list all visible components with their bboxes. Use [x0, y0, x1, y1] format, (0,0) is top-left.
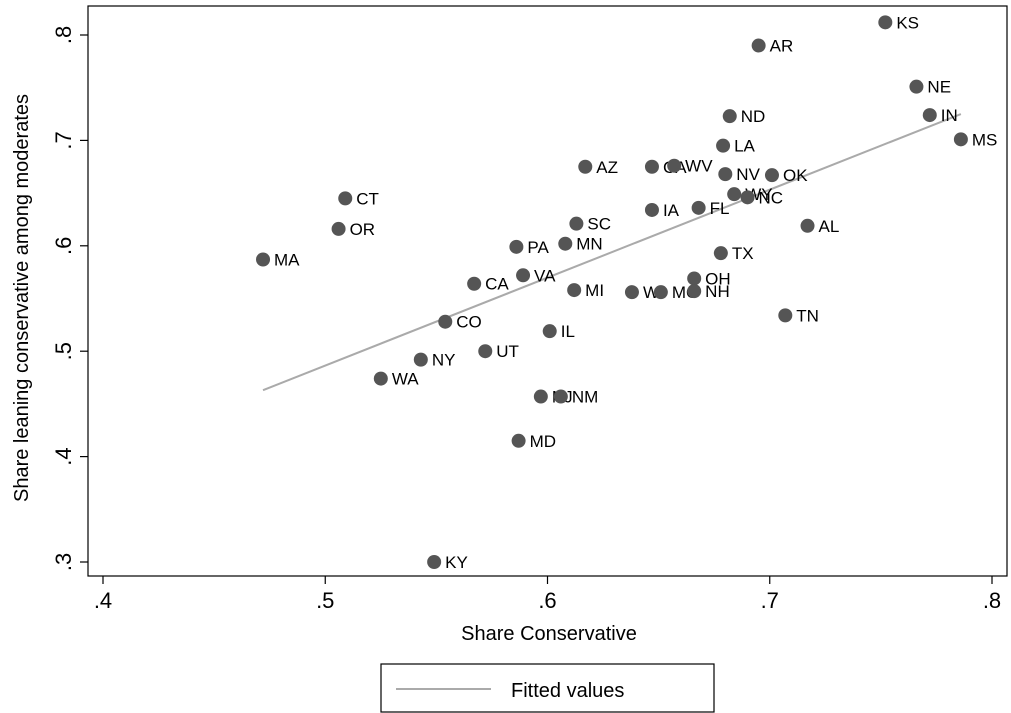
- point-ny: [413, 352, 428, 367]
- point-label-ny: NY: [432, 351, 456, 370]
- point-nm: [553, 389, 568, 404]
- point-label-nh: NH: [705, 282, 730, 301]
- point-label-oh: OH: [705, 269, 731, 288]
- point-va: [516, 268, 531, 283]
- plot-border: [87, 5, 1008, 577]
- point-label-ma: MA: [274, 251, 300, 270]
- y-tick-label: .4: [51, 447, 76, 465]
- point-label-nm: NM: [572, 388, 598, 407]
- point-la: [716, 138, 731, 153]
- point-mo: [653, 285, 668, 300]
- point-label-ky: KY: [445, 553, 468, 572]
- point-label-ut: UT: [496, 342, 519, 361]
- point-label-al: AL: [819, 217, 840, 236]
- point-label-fl: FL: [710, 199, 730, 218]
- point-label-in: IN: [941, 106, 958, 125]
- point-il: [542, 324, 557, 339]
- point-ky: [427, 555, 442, 569]
- legend-label-fitted-values: Fitted values: [511, 680, 624, 702]
- point-label-la: LA: [734, 137, 755, 156]
- point-label-va: VA: [534, 266, 556, 285]
- point-label-mi: MI: [585, 281, 604, 300]
- point-label-ne: NE: [927, 78, 951, 97]
- point-label-tn: TN: [796, 306, 819, 325]
- point-ia: [644, 202, 659, 217]
- point-ms: [953, 132, 968, 147]
- point-nj: [533, 389, 548, 404]
- fitted-line-layer: [262, 113, 962, 392]
- axes-layer: .4 .5 .6 .7 .8 .3 .4 .5 .6 .7 .8: [51, 26, 1001, 613]
- x-tick-label: .4: [94, 588, 112, 613]
- points-layer: KSARNEINNDMSLAAZCAWVNVOKWYNCCTFLIASCALOR…: [256, 13, 997, 572]
- point-ct: [338, 191, 353, 206]
- plot-area: [87, 5, 1008, 577]
- point-label-nd: ND: [741, 107, 766, 126]
- y-tick-label: .8: [51, 26, 76, 44]
- point-pa: [509, 239, 524, 254]
- point-co: [438, 314, 453, 329]
- point-label-md: MD: [530, 432, 556, 451]
- y-tick-label: .6: [51, 237, 76, 255]
- point-label-wa: WA: [392, 370, 419, 389]
- x-tick-label: .8: [983, 588, 1001, 613]
- point-wv: [667, 158, 682, 173]
- point-az: [578, 159, 593, 174]
- point-fl: [691, 200, 706, 215]
- point-tn: [778, 308, 793, 323]
- point-ok: [764, 168, 779, 183]
- point-label-ia: IA: [663, 201, 680, 220]
- point-ca: [467, 276, 482, 291]
- point-label-ms: MS: [972, 130, 998, 149]
- point-wi: [624, 285, 639, 300]
- y-axis-title: Share leaning conservative among moderat…: [11, 94, 33, 502]
- point-label-nc: NC: [759, 188, 784, 207]
- point-mi: [567, 283, 582, 298]
- point-wa: [373, 371, 388, 386]
- y-tick-label: .7: [51, 131, 76, 149]
- point-sc: [569, 216, 584, 231]
- point-label-ca: CA: [485, 275, 509, 294]
- point-ks: [878, 15, 893, 30]
- point-label-ok: OK: [783, 166, 808, 185]
- point-wy: [727, 187, 742, 202]
- point-label-ar: AR: [770, 37, 794, 56]
- point-nc: [740, 190, 755, 205]
- point-label-ks: KS: [896, 13, 919, 32]
- x-tick-label: .7: [761, 588, 779, 613]
- legend: Fitted values: [380, 663, 715, 713]
- point-label-or: OR: [350, 220, 376, 239]
- point-label-ct: CT: [356, 189, 379, 208]
- point-label-sc: SC: [587, 215, 611, 234]
- point-ut: [478, 344, 493, 359]
- x-axis-title: Share Conservative: [461, 623, 637, 645]
- x-tick-label: .6: [538, 588, 556, 613]
- point-mn: [558, 236, 573, 251]
- point-md: [511, 433, 526, 448]
- point-oh: [687, 271, 702, 286]
- point-in: [922, 108, 937, 123]
- point-label-co: CO: [456, 313, 482, 332]
- point-or: [331, 221, 346, 236]
- point-label-mn: MN: [576, 235, 602, 254]
- point-label-pa: PA: [527, 238, 549, 257]
- point-label-il: IL: [561, 322, 575, 341]
- point-label-tx: TX: [732, 244, 754, 263]
- point-nh: [687, 284, 702, 299]
- fitted-values-line: [262, 113, 962, 392]
- point-ca: [644, 159, 659, 174]
- point-label-wv: WV: [685, 157, 713, 176]
- point-ar: [751, 38, 766, 53]
- point-label-az: AZ: [596, 158, 618, 177]
- point-tx: [713, 246, 728, 261]
- point-ma: [256, 252, 271, 267]
- point-nv: [718, 167, 733, 182]
- point-nd: [722, 109, 737, 124]
- point-al: [800, 218, 815, 233]
- y-tick-label: .3: [51, 553, 76, 571]
- point-ne: [909, 79, 924, 94]
- y-tick-label: .5: [51, 342, 76, 360]
- x-tick-label: .5: [316, 588, 334, 613]
- point-label-nv: NV: [736, 165, 760, 184]
